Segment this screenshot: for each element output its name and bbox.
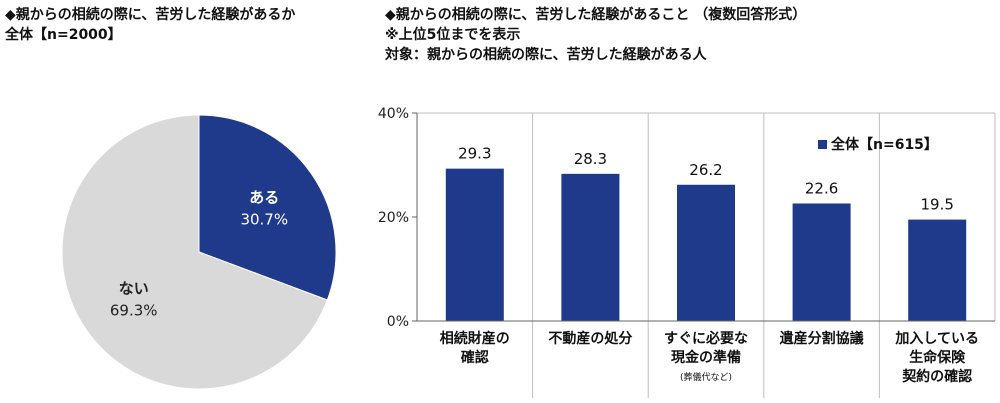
bar-value-label-2: 26.2 bbox=[689, 161, 722, 179]
bar-value-label-1: 28.3 bbox=[574, 150, 607, 168]
category-label-2: 現金の準備 bbox=[671, 349, 741, 366]
bar-value-label-4: 19.5 bbox=[920, 196, 953, 214]
bar-title-line1: ◆親からの相続の際に、苦労した経験があること （複数回答形式） bbox=[385, 7, 807, 23]
category-label-4: 生命保険 bbox=[909, 349, 966, 366]
legend-label: 全体【n=615】 bbox=[830, 136, 938, 153]
legend-swatch bbox=[818, 140, 827, 149]
bar-3 bbox=[792, 203, 851, 321]
pie-slice-1 bbox=[61, 114, 328, 390]
y-tick-label: 0% bbox=[387, 314, 409, 330]
bar-title-line2: ※上位5位までを表示 bbox=[385, 27, 521, 43]
pie-slice-value-0: 30.7% bbox=[240, 211, 288, 229]
pie-slice-value-1: 69.3% bbox=[110, 301, 158, 319]
category-label-4: 契約の確認 bbox=[901, 368, 972, 385]
category-label-0: 確認 bbox=[461, 349, 489, 366]
category-label-0: 相続財産の bbox=[440, 330, 510, 347]
bar-4 bbox=[908, 219, 967, 321]
bar-2 bbox=[677, 184, 735, 321]
category-label-2: すぐに必要な bbox=[664, 330, 748, 347]
pie-slice-label-1: ない bbox=[119, 279, 149, 297]
bar-value-label-3: 22.6 bbox=[805, 179, 838, 197]
category-note-2: (葬儀代など) bbox=[680, 371, 732, 383]
pie-slice-0 bbox=[198, 114, 337, 301]
pie-slice-label-0: ある bbox=[249, 189, 279, 207]
category-label-4: 加入している bbox=[894, 331, 979, 347]
bar-value-label-0: 29.3 bbox=[458, 145, 491, 163]
bar-title-line3: 対象：親からの相続の際に、苦労した経験がある人 bbox=[385, 47, 707, 63]
bar-1 bbox=[561, 173, 620, 321]
category-label-3: 遺産分割協議 bbox=[780, 330, 864, 347]
y-tick-label: 20% bbox=[378, 210, 409, 226]
pie-title-line1: ◆親からの相続の際に、苦労した経験があるか bbox=[5, 7, 296, 23]
pie-title-line2: 全体【n=2000】 bbox=[5, 27, 122, 43]
y-tick-label: 40% bbox=[378, 106, 409, 122]
bar-0 bbox=[445, 168, 504, 321]
category-label-1: 不動産の処分 bbox=[548, 330, 632, 347]
